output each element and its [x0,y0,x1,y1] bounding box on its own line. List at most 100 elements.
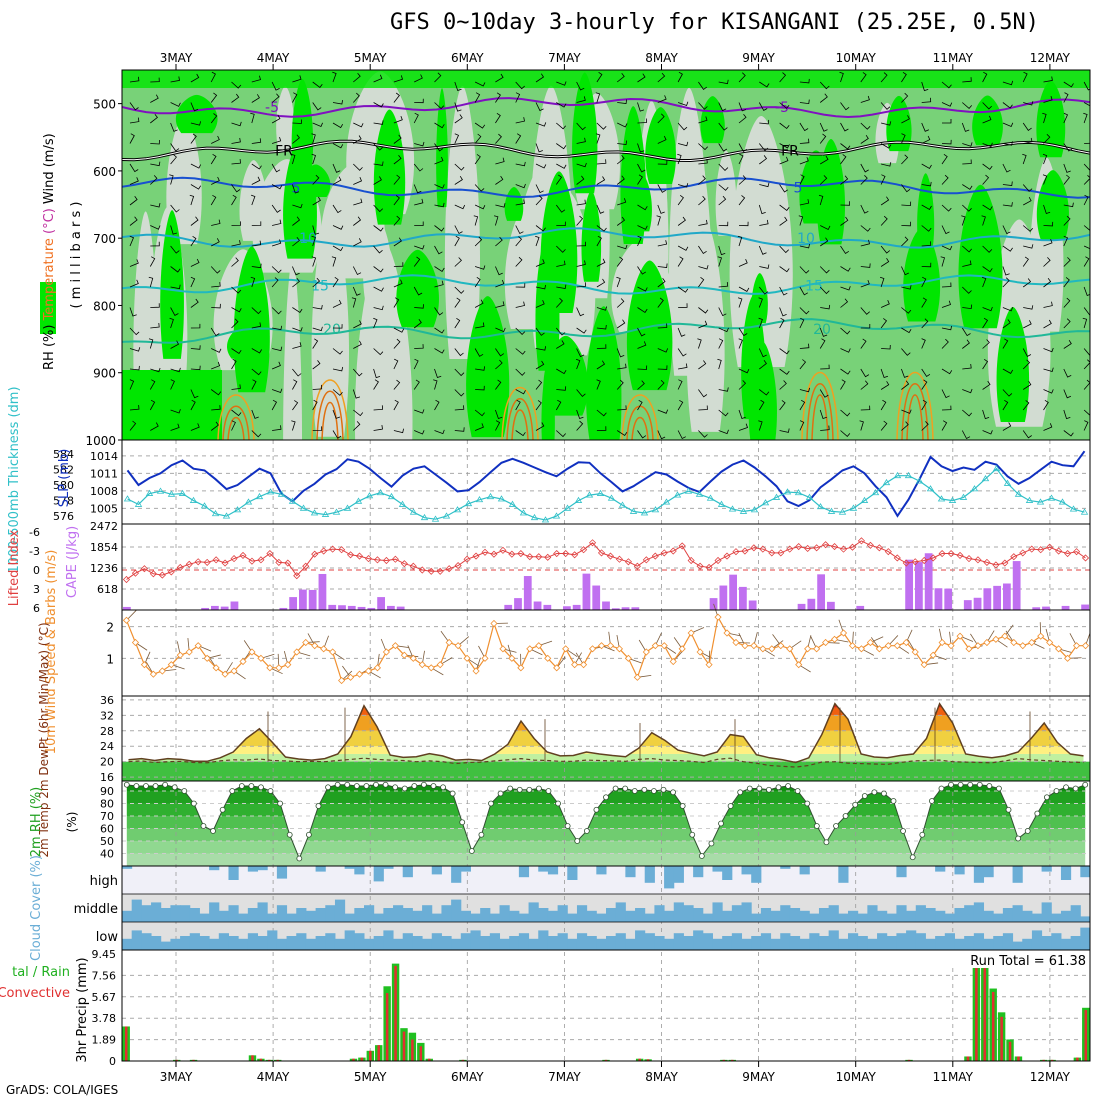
cape-bar [631,607,640,610]
wind-barb [454,389,465,397]
li-point [714,556,722,565]
wind-barb [190,258,200,267]
rh-point [881,790,887,797]
wind-barb [799,286,808,296]
cloud-bar-low [460,933,471,950]
li-point [839,545,848,553]
cloud-bar-low [247,933,259,950]
wind-barb [880,245,891,254]
wind-barb [312,399,318,411]
wind-barb [515,236,523,247]
thickness-point [409,508,418,515]
cloud-bar-middle [209,902,220,922]
contour-label2-10: 10 [797,231,815,247]
li-point [642,556,650,564]
contour-label-FR: FR [275,144,293,160]
li-point [454,562,462,570]
wind-barb [1022,380,1032,390]
wind-barb [495,301,505,308]
wind-barb [250,276,256,288]
wind-barb [190,276,196,288]
cloud-bar-middle [654,905,665,922]
wind-point [257,654,265,662]
wind-barb [982,204,993,211]
thickness-point [904,471,913,479]
wind-barb [129,279,139,288]
wind-barb [555,204,566,213]
cloud-bar-low [935,936,946,950]
wind-barb [880,196,890,206]
wind-barb [535,184,544,194]
li-point [588,539,597,547]
wind-barb [393,297,400,308]
rh-point [871,789,878,796]
wind-barb [798,215,804,226]
wind-barb [475,366,485,371]
wind-barb [657,365,668,370]
rh-moist-patch [233,246,270,393]
wind-barb [738,368,750,374]
cape-bar [318,573,327,610]
thickness-point [893,471,902,479]
wind-barb [576,215,584,226]
thickness-point [233,506,242,513]
wind-barb [312,326,323,332]
thickness-point [244,498,253,505]
precip-ylabel: 3hr Precip (mm) [75,957,90,1062]
li-point [965,555,973,563]
top-panel-ylabel: RH (%) Temperature (°C) Wind (m/s) [42,133,57,370]
rh-point [756,785,763,792]
wind-barb [129,420,137,431]
wind-barb [474,265,486,270]
wind-barb [657,323,668,329]
cloud-bar-middle [906,910,917,922]
dewpoint-line [128,757,1084,768]
wind-point [284,661,292,669]
cloud-bar-middle [267,913,278,922]
wind-barb [373,286,384,292]
cape-contour [901,383,929,440]
wind-barb [535,346,546,351]
cloud-bar-high [1080,866,1091,878]
wind-barb [332,204,342,214]
li-point [1001,559,1009,567]
li-point [723,552,731,560]
wind-barb [454,286,465,294]
cloud-bar-middle [596,913,607,922]
rh-point [698,853,705,859]
wind-barb [576,175,585,185]
wind-barb [129,163,139,173]
wind-barb [555,327,566,336]
li-point [149,570,157,578]
wind-barb [292,278,300,288]
cloud-bar-high [780,866,791,869]
wind-barb [170,76,180,83]
rh-point [612,785,619,792]
wind-barb [738,380,747,390]
cloud-bar-low [538,930,549,950]
wind-point [463,654,471,662]
thickness-point [750,506,759,513]
wind-barb [393,75,404,83]
wind-barb [373,245,383,254]
wind-barb [190,298,199,308]
wind-barb [373,348,384,356]
wind-barb [718,102,727,112]
wind-point [633,673,641,681]
wind-barb [596,225,607,232]
cloud-bar-low [654,936,665,950]
wind-barb [962,245,973,253]
thickness-point [332,508,341,515]
wind-barb [332,71,337,83]
wind-barb [434,202,445,208]
wind-barb [1043,347,1054,353]
date-top-4MAY: 4MAY [257,51,290,65]
cloud-bar-low [228,936,239,950]
wind-barb [819,81,830,90]
wind-barb [799,199,810,206]
thickness-point [607,494,616,501]
wind-barb [454,235,460,247]
rh-point [430,783,437,789]
rh-point [631,788,638,794]
wind-barb [880,257,890,267]
